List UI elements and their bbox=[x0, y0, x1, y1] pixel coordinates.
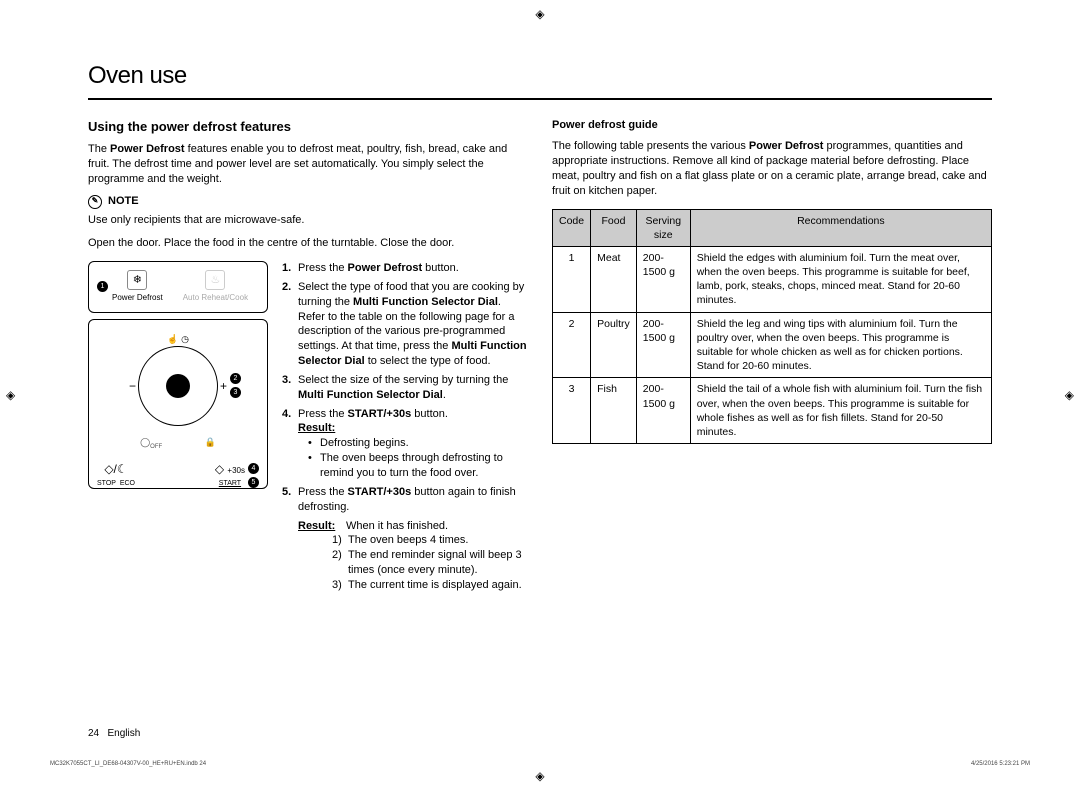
guide-heading: Power defrost guide bbox=[552, 118, 992, 133]
step-4: 4. Press the START/+30s button. Result: … bbox=[282, 407, 528, 481]
open-door-text: Open the door. Place the food in the cen… bbox=[88, 236, 528, 251]
table-row: 3 Fish 200-1500 g Shield the tail of a w… bbox=[553, 378, 992, 444]
section-heading: Using the power defrost features bbox=[88, 118, 528, 136]
callout-3: 3 bbox=[230, 387, 241, 398]
left-column: Using the power defrost features The Pow… bbox=[88, 118, 528, 592]
power-defrost-icon: ❄ bbox=[127, 270, 147, 290]
steps-list: 1. Press the Power Defrost button. 2. Se… bbox=[282, 261, 528, 593]
callout-1: 1 bbox=[97, 281, 108, 292]
two-column-layout: Using the power defrost features The Pow… bbox=[88, 118, 992, 592]
page-footer: 24 English bbox=[88, 727, 140, 741]
auto-reheat-label: Auto Reheat/Cook bbox=[183, 293, 248, 304]
indb-filename: MC32K7055CT_LI_DE68-04307V-00_HE+RU+EN.i… bbox=[50, 760, 206, 768]
step-3: 3. Select the size of the serving by tur… bbox=[282, 373, 528, 403]
table-header-row: Code Food Serving size Recommendations bbox=[553, 209, 992, 246]
table-row: 2 Poultry 200-1500 g Shield the leg and … bbox=[553, 312, 992, 378]
dial-diagram: ☝◷ − + 2 3 ◯OFF bbox=[88, 319, 268, 489]
dial-plus: + bbox=[220, 378, 227, 394]
step-5: 5. Press the START/+30s button again to … bbox=[282, 485, 528, 515]
start-button-icon: ◇ +30s START bbox=[215, 461, 245, 489]
result-bullet: The oven beeps through defrosting to rem… bbox=[308, 451, 528, 481]
selector-dial: ☝◷ − + 2 3 bbox=[138, 346, 218, 426]
result-bullet: Defrosting begins. bbox=[308, 436, 528, 451]
auto-reheat-icon: ♨ bbox=[205, 270, 225, 290]
note-icon: ✎ bbox=[88, 195, 102, 209]
print-date: 4/25/2016 5:23:21 PM bbox=[971, 760, 1030, 768]
callout-4: 4 bbox=[248, 463, 259, 474]
power-defrost-label: Power Defrost bbox=[112, 293, 163, 304]
page-title: Oven use bbox=[88, 60, 992, 92]
dial-minus: − bbox=[129, 378, 136, 394]
result5-sublist: 1)The oven beeps 4 times. 2)The end remi… bbox=[332, 533, 528, 592]
callout-5: 5 bbox=[248, 477, 259, 488]
step-2: 2. Select the type of food that you are … bbox=[282, 280, 528, 369]
note-row: ✎ NOTE bbox=[88, 194, 528, 209]
off-row: ◯OFF 🔒 bbox=[97, 436, 259, 451]
th-food: Food bbox=[591, 209, 637, 246]
step5-result: Result: When it has finished. bbox=[298, 519, 528, 534]
note-text: Use only recipients that are microwave-s… bbox=[88, 213, 528, 228]
diagram-and-steps: 1 ❄ Power Defrost ♨ Auto Reheat/Cook bbox=[88, 261, 528, 593]
th-rec: Recommendations bbox=[690, 209, 991, 246]
dial-top-icons: ☝◷ bbox=[167, 333, 189, 345]
callout-2: 2 bbox=[230, 373, 241, 384]
th-code: Code bbox=[553, 209, 591, 246]
title-rule bbox=[88, 98, 992, 100]
power-defrost-table: Code Food Serving size Recommendations 1… bbox=[552, 209, 992, 444]
guide-intro: The following table presents the various… bbox=[552, 139, 992, 198]
table-row: 1 Meat 200-1500 g Shield the edges with … bbox=[553, 246, 992, 312]
button-panel-diagram: 1 ❄ Power Defrost ♨ Auto Reheat/Cook bbox=[88, 261, 268, 313]
th-size: Serving size bbox=[636, 209, 690, 246]
page-container: Oven use Using the power defrost feature… bbox=[0, 0, 1080, 790]
step-1: 1. Press the Power Defrost button. bbox=[282, 261, 528, 276]
right-column: Power defrost guide The following table … bbox=[552, 118, 992, 592]
stop-button-icon: ◇/☾ STOP ECO bbox=[97, 461, 135, 489]
note-label: NOTE bbox=[108, 194, 139, 209]
diagrams-column: 1 ❄ Power Defrost ♨ Auto Reheat/Cook bbox=[88, 261, 268, 593]
intro-paragraph: The Power Defrost features enable you to… bbox=[88, 142, 528, 187]
